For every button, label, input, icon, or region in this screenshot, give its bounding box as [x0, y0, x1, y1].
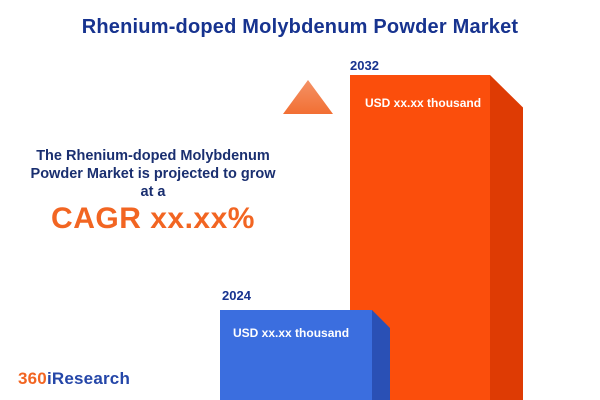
bar-2032-side-face [490, 75, 523, 400]
logo-part-360: 360 [18, 369, 47, 388]
intro-line-2: Powder Market is projected to grow [30, 166, 276, 182]
intro-text: The Rhenium-doped Molybdenum Powder Mark… [8, 147, 298, 235]
bar-2024: USD xx.xx thousand [220, 310, 372, 400]
bar-2032-value: USD xx.xx thousand [365, 96, 482, 110]
bar-2024-side-face [372, 310, 390, 400]
logo-part-iresearch: iResearch [46, 369, 131, 388]
bar-2024-value: USD xx.xx thousand [233, 326, 350, 340]
page-title: Rhenium-doped Molybdenum Powder Market [81, 16, 519, 38]
logo-360iresearch: 360iResearch [18, 369, 130, 389]
year-label-2032: 2032 [350, 58, 379, 73]
cagr-text: CAGR xx.xx% [51, 202, 255, 235]
intro-line-3: at a [140, 184, 166, 200]
intro-line-1: The Rhenium-doped Molybdenum [36, 148, 270, 164]
growth-arrow-icon [283, 80, 333, 278]
year-label-2024: 2024 [222, 288, 251, 303]
